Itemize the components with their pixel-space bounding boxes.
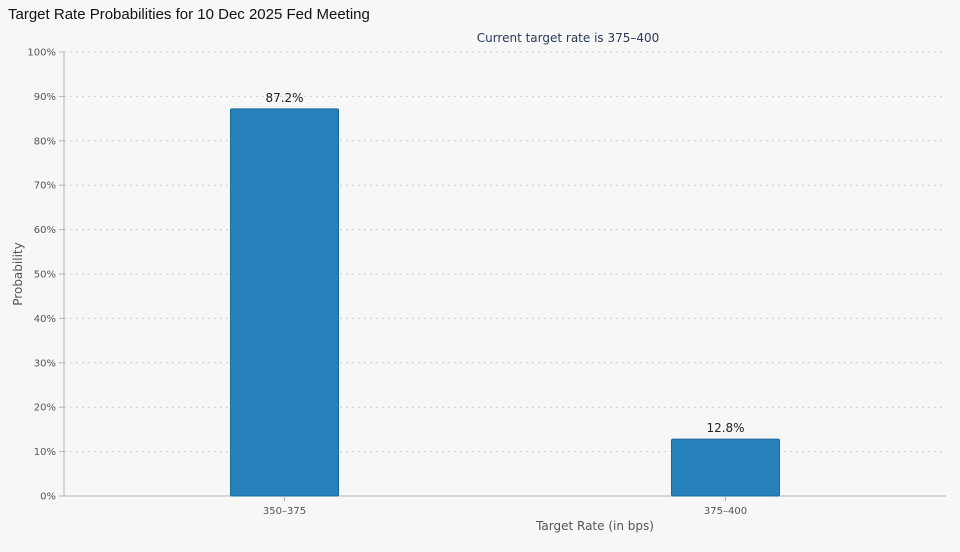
chart-subtitle: Current target rate is 375–400 bbox=[477, 31, 660, 45]
bar-1 bbox=[229, 108, 340, 497]
bar-2 bbox=[670, 438, 781, 497]
y-tick-label: 30% bbox=[34, 358, 56, 369]
y-tick-label: 100% bbox=[27, 48, 56, 59]
y-tick-label: 90% bbox=[34, 92, 56, 103]
y-tick-label: 60% bbox=[34, 225, 56, 236]
y-tick-label: 70% bbox=[34, 181, 56, 192]
y-tick-label: 0% bbox=[40, 492, 56, 503]
y-axis-title: Probability bbox=[11, 242, 25, 305]
y-tick-label: 10% bbox=[34, 447, 56, 458]
y-tick-label: 20% bbox=[34, 403, 56, 414]
bars: 87.2% 12.8% bbox=[229, 91, 781, 497]
y-tick-labels: 0% 10% 20% 30% 40% 50% 60% 70% 80% 90% 100% bbox=[27, 48, 56, 503]
y-tick-label: 50% bbox=[34, 270, 56, 281]
y-tick-label: 40% bbox=[34, 314, 56, 325]
x-axis-title: Target Rate (in bps) bbox=[535, 519, 654, 533]
x-tick-label: 375–400 bbox=[704, 506, 747, 517]
y-tick-label: 80% bbox=[34, 136, 56, 147]
x-tick-label: 350–375 bbox=[263, 506, 306, 517]
x-tick-labels: 350–375 375–400 bbox=[263, 496, 747, 517]
data-label-1: 87.2% bbox=[265, 91, 303, 105]
chart-title: Target Rate Probabilities for 10 Dec 202… bbox=[8, 6, 370, 23]
data-label-2: 12.8% bbox=[706, 421, 744, 435]
gridlines bbox=[59, 51, 946, 497]
axes bbox=[63, 52, 946, 497]
